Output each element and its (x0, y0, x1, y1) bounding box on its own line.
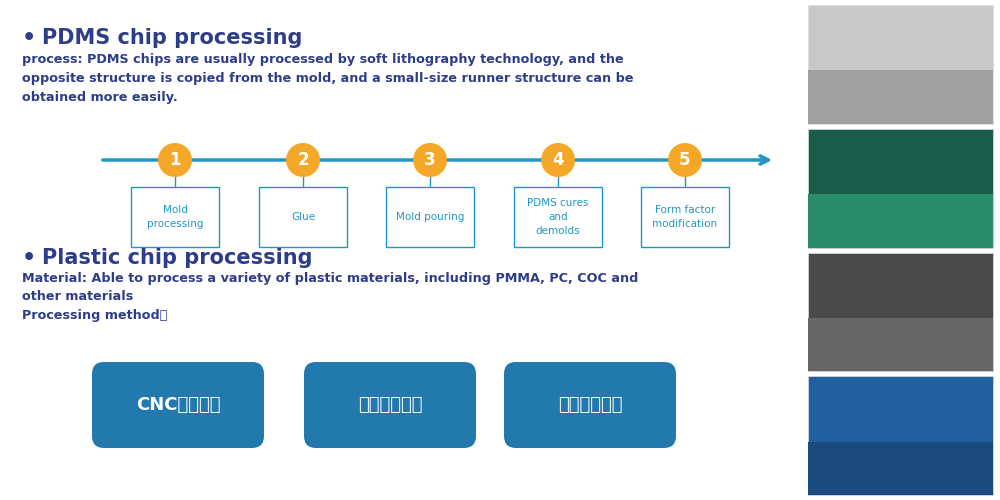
Text: 5: 5 (679, 151, 691, 169)
Text: Plastic chip processing: Plastic chip processing (42, 248, 312, 268)
FancyBboxPatch shape (808, 194, 993, 248)
Text: process: PDMS chips are usually processed by soft lithography technology, and th: process: PDMS chips are usually processe… (22, 53, 624, 66)
Text: 2: 2 (297, 151, 309, 169)
Text: •: • (22, 248, 36, 268)
FancyBboxPatch shape (808, 318, 993, 371)
Text: 激光切割加工: 激光切割加工 (358, 396, 422, 414)
Circle shape (413, 143, 447, 177)
FancyBboxPatch shape (808, 70, 993, 124)
Text: Form factor
modification: Form factor modification (652, 205, 718, 229)
FancyBboxPatch shape (92, 362, 264, 448)
Text: 开模（注塑）: 开模（注塑） (558, 396, 622, 414)
FancyBboxPatch shape (304, 362, 476, 448)
Circle shape (541, 143, 575, 177)
Text: 3: 3 (424, 151, 436, 169)
Text: •: • (22, 28, 36, 48)
FancyBboxPatch shape (808, 442, 993, 495)
FancyBboxPatch shape (386, 187, 474, 247)
Text: opposite structure is copied from the mold, and a small-size runner structure ca: opposite structure is copied from the mo… (22, 72, 634, 85)
FancyBboxPatch shape (641, 187, 729, 247)
FancyBboxPatch shape (808, 128, 993, 248)
Text: Material: Able to process a variety of plastic materials, including PMMA, PC, CO: Material: Able to process a variety of p… (22, 272, 638, 285)
Text: Processing method：: Processing method： (22, 309, 167, 322)
Text: obtained more easily.: obtained more easily. (22, 91, 178, 104)
Text: PDMS cures
and
demolds: PDMS cures and demolds (527, 198, 589, 236)
Text: PDMS chip processing: PDMS chip processing (42, 28, 302, 48)
FancyBboxPatch shape (514, 187, 602, 247)
Circle shape (668, 143, 702, 177)
Circle shape (158, 143, 192, 177)
FancyBboxPatch shape (504, 362, 676, 448)
Text: Mold pouring: Mold pouring (396, 212, 464, 222)
FancyBboxPatch shape (808, 376, 993, 495)
Text: Glue: Glue (291, 212, 315, 222)
Text: 4: 4 (552, 151, 564, 169)
Text: other materials: other materials (22, 290, 133, 303)
FancyBboxPatch shape (259, 187, 347, 247)
Text: Mold
processing: Mold processing (147, 205, 203, 229)
FancyBboxPatch shape (131, 187, 219, 247)
FancyBboxPatch shape (808, 252, 993, 371)
FancyBboxPatch shape (808, 5, 993, 124)
Circle shape (286, 143, 320, 177)
Text: 1: 1 (169, 151, 181, 169)
Text: CNC机床加工: CNC机床加工 (136, 396, 220, 414)
